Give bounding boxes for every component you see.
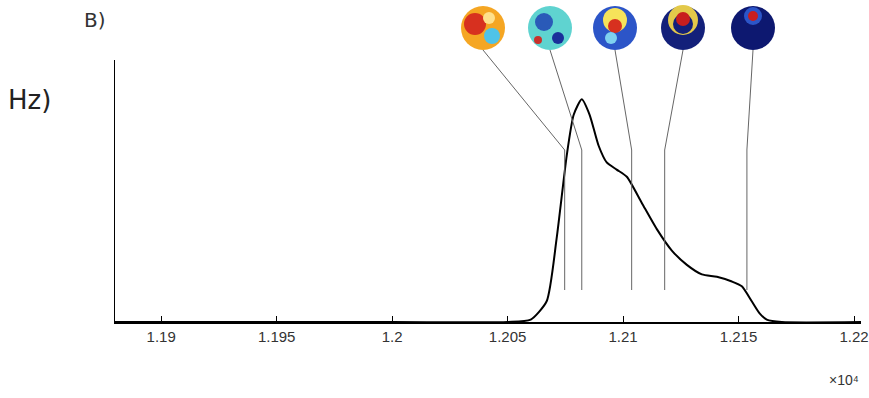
svg-text:1.215: 1.215	[720, 328, 758, 345]
svg-text:1.22: 1.22	[839, 328, 868, 345]
svg-text:×10⁴: ×10⁴	[829, 372, 859, 388]
svg-text:1.205: 1.205	[489, 328, 527, 345]
svg-text:1.2: 1.2	[382, 328, 403, 345]
svg-text:1.21: 1.21	[609, 328, 638, 345]
svg-text:Hz): Hz)	[8, 85, 51, 115]
svg-text:1.19: 1.19	[147, 328, 176, 345]
svg-text:B): B)	[84, 8, 106, 32]
svg-text:1.195: 1.195	[258, 328, 296, 345]
